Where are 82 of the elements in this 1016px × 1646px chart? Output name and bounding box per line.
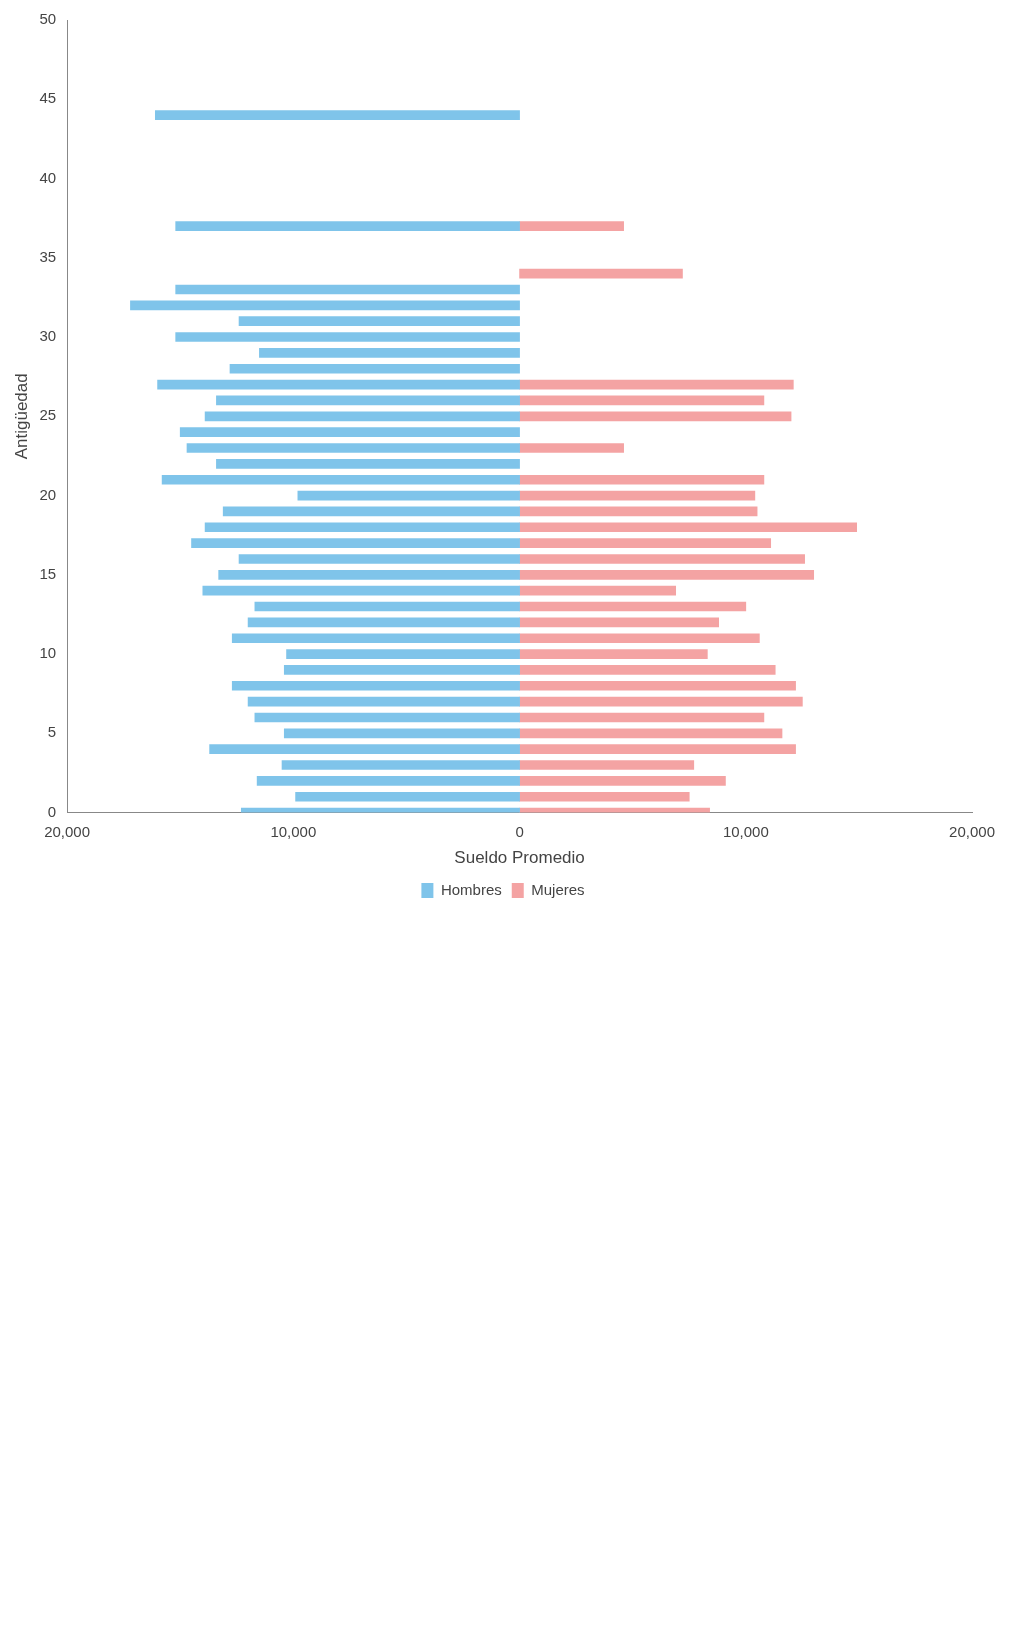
bar (519, 760, 695, 770)
bar (519, 411, 792, 422)
bar (519, 601, 747, 612)
bar (519, 680, 796, 691)
bar (281, 760, 520, 770)
bar (154, 110, 520, 120)
bar (297, 490, 520, 501)
bar (519, 538, 772, 548)
x-tick-label: 10,000 (270, 822, 317, 840)
y-tick-label: 45 (39, 89, 57, 107)
bar (519, 268, 683, 279)
bar (256, 776, 520, 786)
y-tick-label: 15 (39, 564, 57, 582)
bar (231, 633, 520, 644)
bar (519, 522, 858, 533)
bar (186, 443, 520, 453)
bar (247, 617, 520, 628)
legend-label: Hombres (440, 880, 502, 898)
bar (202, 585, 520, 596)
bar (519, 712, 765, 723)
bar (519, 379, 794, 390)
bar (519, 791, 690, 802)
bar (175, 221, 520, 231)
bar (175, 332, 520, 342)
y-tick-label: 25 (39, 406, 57, 424)
bar (519, 395, 765, 406)
y-tick-label: 30 (39, 327, 57, 345)
bar (157, 379, 520, 390)
bar (238, 554, 520, 564)
bar (216, 395, 520, 406)
bar (238, 316, 520, 327)
bar (254, 712, 520, 723)
legend-label: Mujeres (531, 880, 585, 898)
bar (519, 490, 756, 501)
bar (175, 284, 520, 295)
bar (209, 744, 520, 755)
y-tick-label: 35 (39, 247, 57, 265)
bar (231, 680, 520, 691)
bar (222, 506, 520, 517)
bar (283, 665, 520, 675)
bar (259, 348, 520, 358)
bar (295, 791, 520, 802)
bar (161, 474, 520, 485)
bar (519, 585, 677, 596)
x-tick-label: 10,000 (722, 822, 769, 840)
bar (519, 569, 815, 580)
bar (130, 300, 520, 311)
bar (519, 649, 708, 659)
bar (519, 554, 805, 564)
bar (247, 696, 520, 707)
y-tick-label: 10 (39, 644, 57, 662)
bar (519, 696, 803, 707)
x-axis-title: Sueldo Promedio (454, 848, 585, 868)
bar (519, 665, 776, 675)
y-tick-label: 0 (47, 802, 57, 820)
bar (286, 649, 520, 659)
bar (519, 221, 624, 231)
y-tick-label: 20 (39, 485, 57, 503)
bar (519, 633, 760, 644)
bar (229, 363, 520, 374)
bar (179, 427, 520, 437)
x-tick-label: 20,000 (44, 822, 91, 840)
y-tick-label: 50 (39, 10, 57, 28)
bar (519, 443, 624, 453)
bar (519, 728, 783, 739)
bar (218, 569, 520, 580)
bar (283, 728, 520, 739)
bar (204, 411, 520, 422)
bar (519, 744, 796, 755)
bar (254, 601, 520, 612)
y-tick-label: 40 (39, 168, 57, 186)
bar (519, 776, 726, 786)
y-axis-title: Antigüedad (11, 373, 31, 460)
bar (204, 522, 520, 533)
bar (519, 506, 758, 517)
x-tick-label: 0 (515, 822, 524, 840)
bar (216, 459, 520, 469)
y-tick-label: 5 (47, 723, 57, 741)
bar (519, 474, 765, 485)
bar (191, 538, 520, 548)
x-tick-label: 20,000 (949, 822, 996, 840)
bar (519, 617, 719, 628)
